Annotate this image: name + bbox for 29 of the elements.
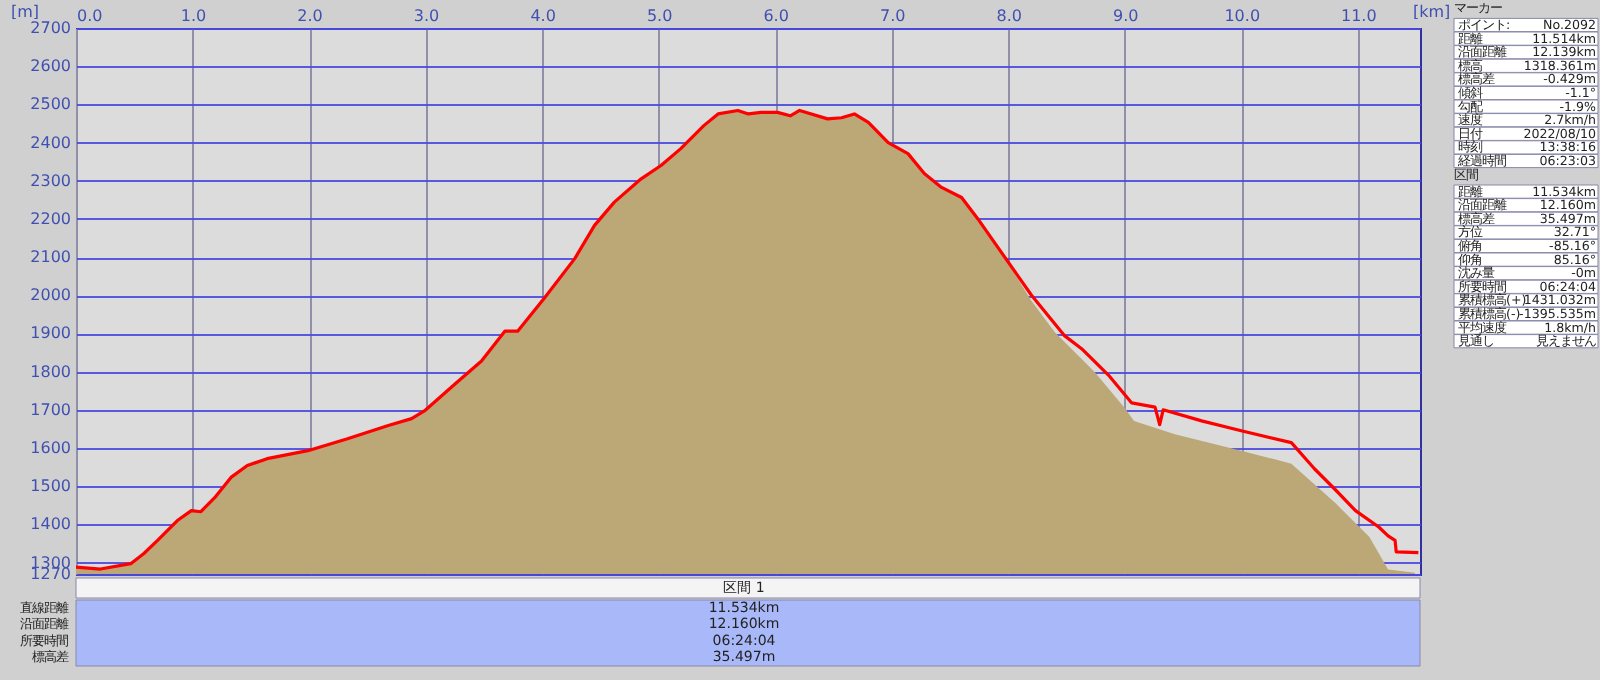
x-tick-label: 3.0 — [413, 7, 440, 25]
x-tick-label: 0.0 — [77, 7, 103, 25]
y-tick-label: 2700 — [30, 19, 71, 37]
y-tick-label: 1300 — [30, 553, 71, 572]
x-tick-label: 7.0 — [879, 7, 906, 25]
y-tick-label: 2100 — [30, 248, 71, 267]
x-tick-label: 2.0 — [297, 7, 323, 25]
x-tick-label: 1.0 — [180, 7, 207, 25]
y-axis-title: [m] — [10, 3, 40, 21]
y-tick-label: 2600 — [30, 57, 71, 76]
y-tick-label: 2000 — [30, 286, 71, 305]
y-tick-label: 2300 — [30, 171, 71, 190]
x-tick-label: 11.0 — [1340, 7, 1377, 25]
y-tick-label: 1800 — [30, 362, 71, 381]
y-tick-label: 2500 — [30, 95, 71, 114]
x-tick-label: 8.0 — [996, 7, 1022, 25]
y-tick-label: 2400 — [30, 133, 71, 152]
y-tick-label: 1500 — [30, 477, 71, 496]
x-tick-label: 9.0 — [1112, 7, 1139, 25]
x-axis-title: [km] — [1413, 3, 1451, 21]
y-tick-label: 1600 — [30, 439, 71, 457]
x-tick-label: 6.0 — [763, 7, 789, 25]
x-tick-label: 4.0 — [530, 7, 556, 25]
y-tick-label: 1400 — [30, 515, 71, 534]
y-tick-label: 1700 — [30, 400, 71, 419]
y-tick-label: 2200 — [30, 209, 71, 228]
x-tick-label: 5.0 — [646, 7, 673, 25]
x-tick-label: 10.0 — [1224, 7, 1261, 25]
y-tick-label: 1900 — [30, 324, 71, 343]
